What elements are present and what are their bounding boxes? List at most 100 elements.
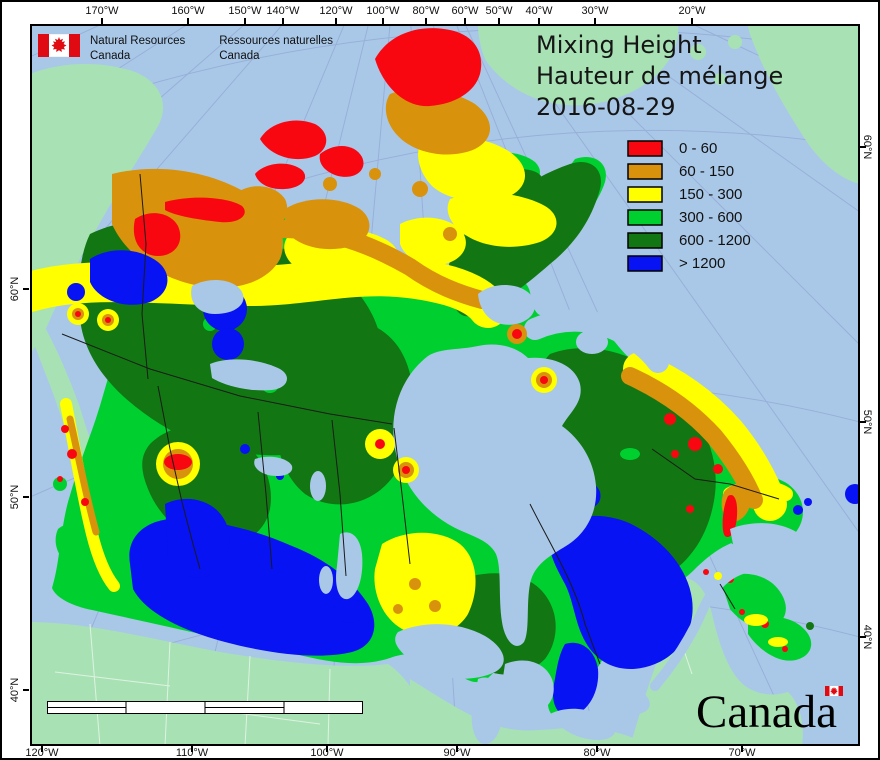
tick-bottom <box>456 746 458 752</box>
legend-swatch <box>627 186 663 203</box>
legend-label: 600 - 1200 <box>679 232 751 249</box>
lon-label-bottom: 70°W <box>728 747 756 759</box>
tick-top <box>187 18 189 24</box>
tick-right <box>860 421 866 423</box>
region-0-60 <box>57 28 788 652</box>
lake-ontario <box>604 685 650 715</box>
great-slave-lake <box>210 359 287 391</box>
canada-wordmark: Canada <box>696 685 843 739</box>
legend-swatch <box>627 140 663 157</box>
tick-top <box>498 18 500 24</box>
lon-label-top: 20°W <box>678 5 706 17</box>
foxe-basin <box>478 285 535 325</box>
region-gt-1200 <box>67 250 860 717</box>
lon-label-bottom: 110°W <box>175 747 209 759</box>
tick-top <box>464 18 466 24</box>
tick-left <box>23 496 29 498</box>
tick-bottom <box>596 746 598 752</box>
legend-item: 60 - 150 <box>627 160 751 183</box>
scale-bar: 0 500 1000 1500 2000 km <box>47 701 365 720</box>
lon-label-top: 100°W <box>366 5 400 17</box>
wordmark-text: Canada <box>696 686 837 738</box>
region-60-150 <box>112 88 752 522</box>
lake-erie <box>550 708 616 740</box>
lon-label-top: 60°W <box>451 5 479 17</box>
tick-top <box>382 18 384 24</box>
vancouver-island <box>55 523 93 563</box>
nrcan-name-fr: Ressources naturelles Canada <box>219 35 334 62</box>
lon-label-top: 40°W <box>525 5 553 17</box>
lake-winnipeg <box>336 532 363 600</box>
lon-label-top: 120°W <box>319 5 353 17</box>
lake-huron <box>502 660 554 715</box>
usa-west <box>30 622 480 746</box>
gulf-st-lawrence <box>730 523 814 580</box>
tick-right <box>860 636 866 638</box>
legend-item: 600 - 1200 <box>627 229 751 252</box>
legend-label: 0 - 60 <box>679 140 718 157</box>
lon-label-bottom: 120°W <box>25 747 59 759</box>
legend-swatch <box>627 255 663 272</box>
orange-coast-bands <box>66 220 763 536</box>
tick-top <box>691 18 693 24</box>
greenland-west <box>478 24 679 106</box>
tick-bottom <box>191 746 193 752</box>
lon-label-top: 140°W <box>266 5 300 17</box>
st-lawrence-river <box>650 564 747 691</box>
legend-label: 150 - 300 <box>679 186 743 203</box>
lakes <box>191 280 814 745</box>
tick-left <box>23 288 29 290</box>
great-bear-lake <box>191 280 244 314</box>
lat-label-left: 60°N <box>9 276 21 302</box>
legend-label: 300 - 600 <box>679 209 743 226</box>
title-date: 2016-08-29 <box>536 93 676 121</box>
lat-label-left: 50°N <box>9 484 21 510</box>
scale-bar-graphic <box>47 701 363 714</box>
lon-label-top: 150°W <box>228 5 262 17</box>
tick-bottom <box>41 746 43 752</box>
map-frame <box>30 24 860 746</box>
hotspots <box>67 303 788 647</box>
legend-swatch <box>627 163 663 180</box>
lat-label-left: 40°N <box>9 677 21 703</box>
hudson-bay <box>393 344 597 646</box>
legend-item: > 1200 <box>627 252 751 275</box>
tick-top <box>538 18 540 24</box>
map-canvas <box>30 24 860 746</box>
nrcan-name-en: Natural Resources Canada <box>90 35 186 62</box>
map-title: Mixing Height Hauteur de mélange 2016-08… <box>536 30 783 123</box>
ellesmere-red <box>375 28 482 107</box>
lon-label-bottom: 100°W <box>310 747 344 759</box>
tick-top <box>101 18 103 24</box>
tick-top <box>335 18 337 24</box>
lon-label-top: 80°W <box>412 5 440 17</box>
province-borders <box>61 173 780 665</box>
lon-label-top: 50°W <box>485 5 513 17</box>
wordmark-flag-icon <box>824 686 843 696</box>
tick-right <box>860 146 866 148</box>
lake-superior <box>395 624 504 679</box>
alaska-panhandle <box>30 314 102 478</box>
legend-item: 150 - 300 <box>627 183 751 206</box>
legend-label: > 1200 <box>679 255 726 272</box>
title-line-fr: Hauteur de mélange <box>536 62 784 90</box>
nrcan-logo: Natural Resources Canada Ressources natur… <box>38 34 333 64</box>
lon-label-bottom: 80°W <box>583 747 611 759</box>
canada-flag-icon <box>38 34 80 57</box>
legend-label: 60 - 150 <box>679 163 735 180</box>
tick-bottom <box>741 746 743 752</box>
lon-label-top: 170°W <box>85 5 119 17</box>
new-brunswick <box>720 573 786 629</box>
legend: 0 - 60 60 - 150 150 - 300 300 - 600 600 … <box>627 137 751 275</box>
greenland-east <box>748 24 860 184</box>
title-line-en: Mixing Height <box>536 31 702 59</box>
legend-item: 0 - 60 <box>627 137 751 160</box>
legend-item: 300 - 600 <box>627 206 751 229</box>
tick-bottom <box>326 746 328 752</box>
lon-label-top: 160°W <box>171 5 205 17</box>
lake-michigan <box>471 677 503 745</box>
tick-top <box>282 18 284 24</box>
legend-swatch <box>627 232 663 249</box>
legend-swatch <box>627 209 663 226</box>
